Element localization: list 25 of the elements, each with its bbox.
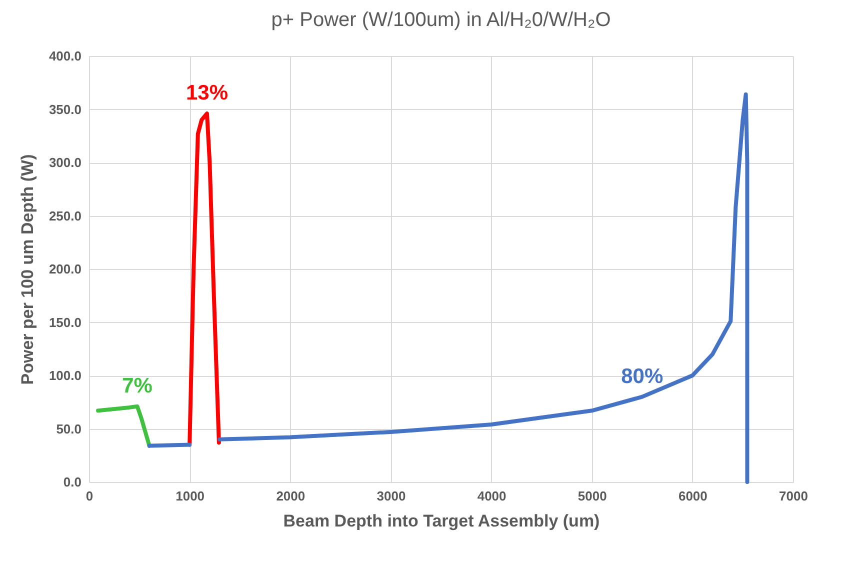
x-tick-label: 0 <box>86 488 94 504</box>
y-tick-label: 200.0 <box>48 262 82 276</box>
x-tick-label: 4000 <box>477 488 506 504</box>
y-tick-label: 350.0 <box>48 102 82 117</box>
series-label: 7% <box>122 374 153 398</box>
series-label: 13% <box>186 82 228 105</box>
y-tick-label: 50.0 <box>56 421 82 436</box>
y-tick-label: 250.0 <box>48 208 82 224</box>
x-tick-label: 3000 <box>376 488 406 504</box>
y-axis-title: Power per 100 um Depth (W) <box>18 154 37 385</box>
x-tick-label: 6000 <box>678 488 708 504</box>
x-tick-label: 1000 <box>176 488 205 504</box>
x-tick-label: 5000 <box>578 488 607 504</box>
chart-title: p+ Power (W/100um) in Al/H₂0/W/H₂O <box>271 9 611 31</box>
y-tick-label: 150.0 <box>48 314 82 330</box>
y-tick-label: 300.0 <box>48 155 82 170</box>
series-label: 80% <box>621 364 664 388</box>
y-tick-label: 400.0 <box>48 48 82 64</box>
x-tick-label: 2000 <box>276 488 306 504</box>
x-tick-label: 7000 <box>779 488 808 504</box>
y-tick-label: 0.0 <box>63 474 82 490</box>
line-series <box>96 404 152 448</box>
y-tick-label: 100.0 <box>48 368 82 383</box>
x-axis-title: Beam Depth into Target Assembly (um) <box>283 512 600 530</box>
line-series <box>188 112 221 447</box>
